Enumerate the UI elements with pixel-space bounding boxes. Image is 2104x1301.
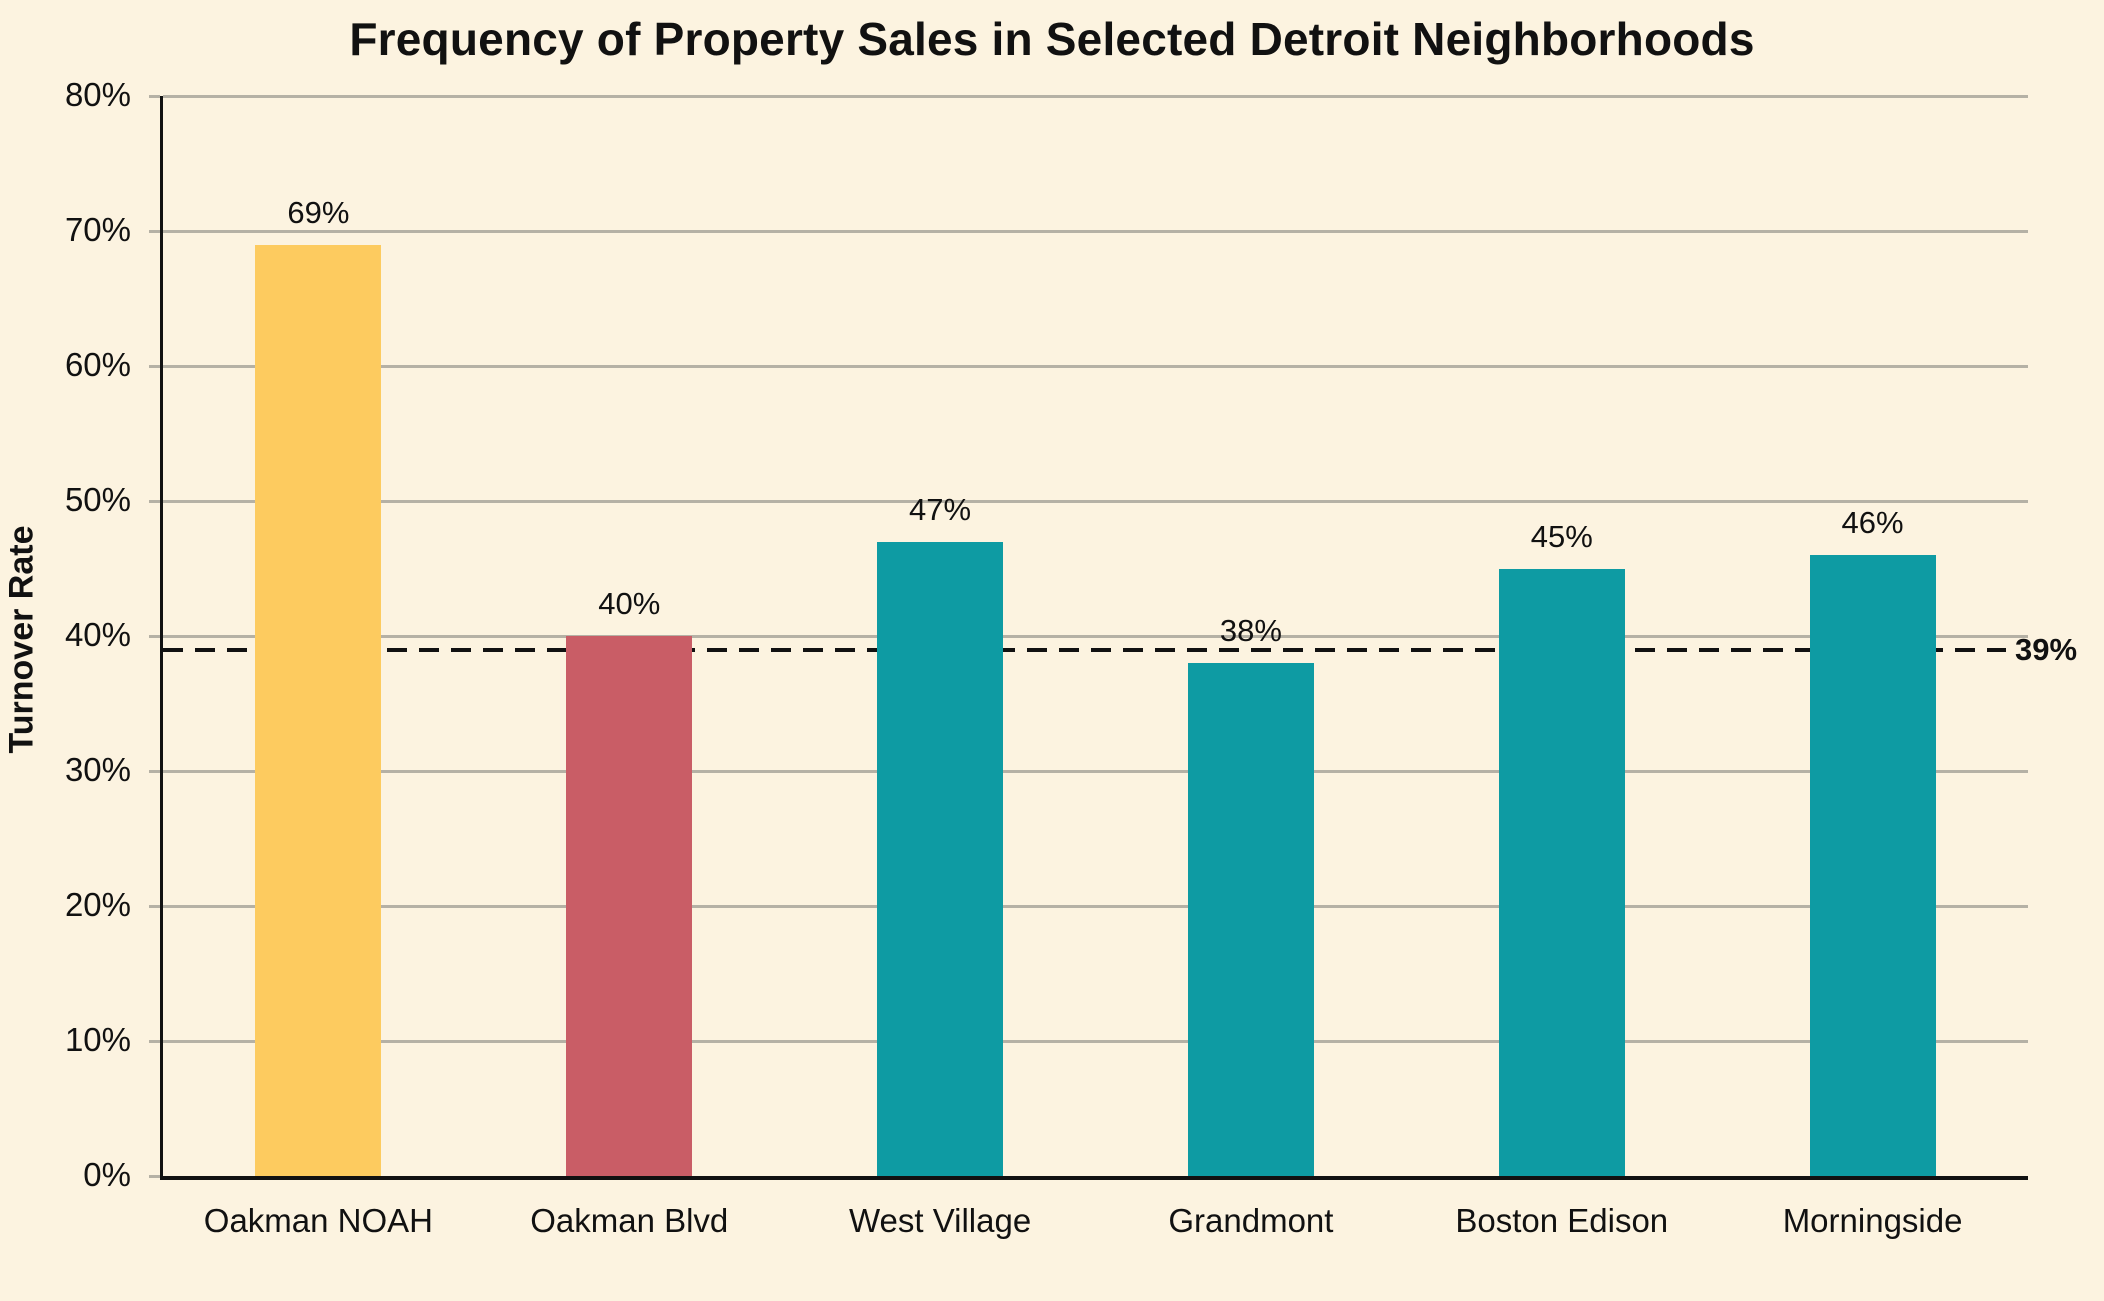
bar-value-label: 45% [1530, 518, 1593, 554]
bar-morningside [1809, 555, 1936, 1176]
x-tick-label: West Village [848, 1202, 1032, 1239]
y-tick-label: 60% [64, 346, 131, 384]
y-tickmark-30 [149, 769, 160, 773]
bar-value-label: 46% [1841, 505, 1904, 540]
y-tickmark-50 [149, 499, 160, 503]
gridline-10 [163, 1039, 2028, 1043]
y-tick-label: 40% [64, 616, 131, 654]
bar-value-label: 47% [909, 491, 972, 527]
y-tickmark-20 [149, 904, 160, 908]
bar-value-label: 38% [1219, 613, 1282, 648]
y-tick-label: 80% [64, 76, 131, 114]
y-tick-label: 10% [64, 1021, 131, 1059]
x-tick-label: Grandmont [1168, 1202, 1334, 1239]
gridline-80 [163, 94, 2028, 98]
x-tick-label: Morningside [1782, 1202, 1963, 1239]
bar-oakman-noah [255, 244, 382, 1176]
bar-boston-edison [1498, 568, 1625, 1176]
gridline-50 [163, 499, 2028, 503]
x-tick-label: Oakman NOAH [203, 1202, 434, 1239]
y-tick-label: 30% [64, 751, 131, 789]
y-tick-label: 70% [64, 211, 131, 249]
y-tick-label: 50% [64, 481, 131, 519]
y-tickmark-70 [149, 229, 160, 233]
y-tickmark-80 [149, 94, 160, 98]
y-tickmark-60 [149, 364, 160, 368]
chart-title: Frequency of Property Sales in Selected … [349, 13, 1755, 65]
y-tickmark-10 [149, 1039, 160, 1043]
bar-value-label: 69% [287, 194, 350, 230]
y-tick-label: 20% [64, 886, 131, 924]
bar-value-label: 40% [598, 586, 661, 621]
gridline-60 [163, 364, 2028, 368]
gridline-30 [163, 769, 2028, 773]
y-tickmark-40 [149, 634, 160, 638]
y-tickmark-0 [149, 1174, 160, 1178]
reference-dashed-line [163, 648, 2006, 652]
bar-west-village [877, 541, 1004, 1176]
x-tick-label: Boston Edison [1455, 1202, 1669, 1239]
plot-area: 39% 0% 10% 20% 30% 40% 50% 60% 70% 80% 69% Oakman … [65, 76, 2077, 1239]
gridline-70 [163, 229, 2028, 233]
bar-grandmont [1187, 663, 1314, 1176]
gridline-20 [163, 904, 2028, 908]
y-tick-label: 0% [83, 1156, 131, 1194]
bar-oakman-blvd [566, 636, 693, 1176]
gridline-40 [163, 634, 2028, 638]
x-tick-label: Oakman Blvd [530, 1202, 729, 1239]
reference-line-label: 39% [2015, 632, 2078, 667]
